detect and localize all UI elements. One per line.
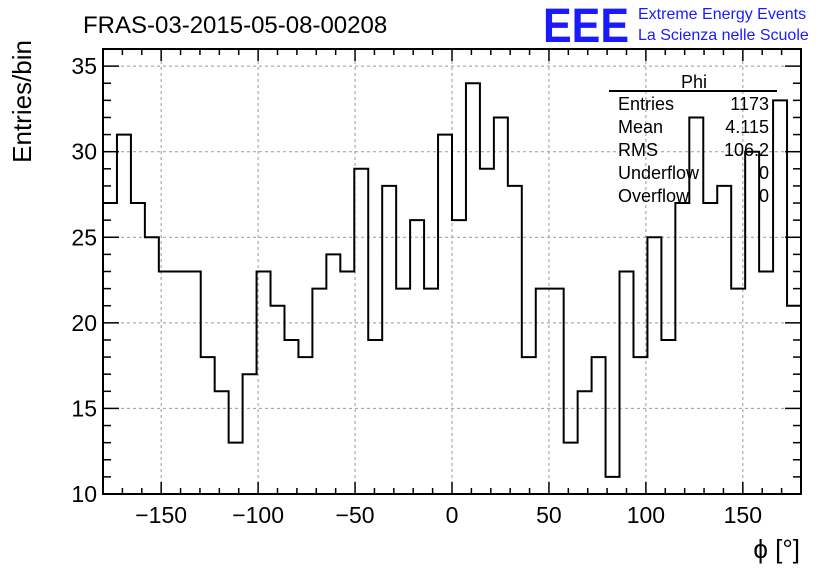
stats-label: Underflow	[618, 163, 700, 183]
axis-ticks	[102, 48, 802, 495]
histogram-bin	[298, 357, 312, 494]
histogram-bin	[354, 169, 368, 494]
stats-value: 1173	[730, 94, 769, 114]
histogram-bin	[410, 220, 424, 494]
y-tick-label: 30	[71, 139, 97, 165]
histogram-bin	[340, 272, 354, 495]
tick-labels: −150 −100 −50 0 50 100 150 10 15 20 25 30 35	[71, 53, 762, 528]
histogram-bin	[438, 135, 452, 494]
histogram-bin	[675, 203, 689, 494]
histogram-bin	[271, 306, 285, 494]
histogram-bin	[187, 272, 201, 495]
y-axis-label: Entries/bin	[7, 40, 37, 163]
y-tick-label: 15	[71, 395, 97, 421]
logo-eee-text: EEE	[543, 0, 629, 53]
eee-logo: EEE Extreme Energy Events La Scienza nel…	[543, 0, 809, 53]
x-tick-label: −100	[232, 502, 284, 528]
stats-value: 4.115	[725, 117, 769, 137]
histogram-bin	[215, 391, 229, 494]
histogram-bin	[368, 340, 382, 494]
histogram-bin	[550, 289, 564, 494]
histogram-bin	[466, 83, 480, 494]
stats-rows: Entries 1173 Mean 4.115 RMS 106.2 Underflow 0 Ov…	[618, 94, 769, 206]
histogram-bin	[424, 289, 438, 494]
histogram-bin	[452, 220, 466, 494]
histogram-bin	[759, 272, 773, 495]
histogram-bin	[201, 357, 215, 494]
y-tick-label: 20	[71, 310, 97, 336]
stats-value: 0	[759, 163, 769, 183]
histogram-bin	[578, 391, 592, 494]
histogram-bin	[731, 289, 745, 494]
histogram-bin	[117, 135, 131, 494]
histogram-bin	[633, 357, 647, 494]
histogram-bin	[620, 272, 634, 495]
stats-value: 106.2	[724, 140, 769, 160]
histogram-bin	[257, 272, 271, 495]
stats-label: Overflow	[618, 186, 690, 206]
histogram-bin	[396, 289, 410, 494]
histogram-bin	[745, 152, 759, 494]
histogram-bin	[494, 117, 508, 494]
histogram-bin	[661, 340, 675, 494]
histogram-bin	[173, 272, 187, 495]
histogram-bin	[284, 340, 298, 494]
stats-value: 0	[759, 186, 769, 206]
histogram-bin	[536, 289, 550, 494]
x-tick-label: 50	[536, 502, 562, 528]
histogram-bin	[522, 357, 536, 494]
stats-box: Phi Entries 1173 Mean 4.115 RMS 106.2 Underflo…	[609, 72, 777, 206]
histogram-bin	[229, 443, 243, 494]
x-tick-label: −150	[135, 502, 187, 528]
histogram-bin	[647, 237, 661, 494]
y-tick-label: 10	[71, 481, 97, 507]
logo-line-1: Extreme Energy Events	[638, 6, 806, 23]
stats-label: Mean	[618, 117, 663, 137]
stats-label: Entries	[618, 94, 674, 114]
histogram-bin	[592, 357, 606, 494]
histogram-outline	[102, 82, 802, 494]
histogram-bin	[131, 203, 145, 494]
x-tick-label: 100	[627, 502, 665, 528]
x-tick-label: 0	[446, 502, 459, 528]
histogram-bin	[787, 306, 801, 494]
histogram-bin	[382, 186, 396, 494]
x-axis-label: ϕ [°]	[753, 534, 800, 564]
histogram-bin	[159, 272, 173, 495]
histogram-bin	[103, 203, 117, 494]
stats-title: Phi	[681, 72, 707, 92]
stats-label: RMS	[618, 140, 658, 160]
histogram-bin	[508, 186, 522, 494]
histogram-bin	[243, 374, 257, 494]
y-tick-label: 25	[71, 224, 97, 250]
histogram-bin	[773, 100, 787, 494]
histogram-bin	[480, 169, 494, 494]
histogram-bin	[717, 186, 731, 494]
histogram-bin	[326, 254, 340, 494]
histogram-bin	[312, 289, 326, 494]
histogram	[102, 82, 802, 495]
logo-line-2: La Scienza nelle Scuole	[638, 27, 809, 44]
x-tick-label: −50	[336, 502, 375, 528]
histogram-bin	[145, 237, 159, 494]
histogram-bin	[564, 443, 578, 494]
chart-title: FRAS-03-2015-05-08-00208	[83, 12, 387, 39]
x-tick-label: 150	[724, 502, 762, 528]
histogram-bin	[703, 203, 717, 494]
y-tick-label: 35	[71, 53, 97, 79]
